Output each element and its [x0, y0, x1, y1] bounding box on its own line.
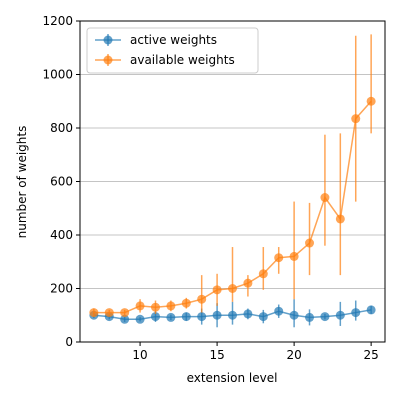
data-point [305, 239, 314, 248]
x-axis-label: extension level [187, 371, 278, 385]
data-point [259, 269, 268, 278]
legend: active weights available weights [87, 28, 258, 73]
data-point [336, 214, 345, 223]
data-point [136, 301, 145, 310]
data-point [367, 97, 376, 106]
y-tick-label: 800 [50, 121, 73, 135]
data-point [182, 312, 191, 321]
data-point [166, 313, 175, 322]
data-point [320, 312, 329, 321]
data-point [351, 308, 360, 317]
data-point [136, 315, 145, 324]
data-point [197, 312, 206, 321]
y-tick-label: 600 [50, 175, 73, 189]
series-layer [89, 34, 375, 327]
y-tick-label: 1000 [42, 68, 73, 82]
x-tick-label: 20 [286, 348, 301, 362]
legend-marker [104, 36, 113, 45]
y-tick-label: 200 [50, 282, 73, 296]
y-tick-label: 400 [50, 228, 73, 242]
data-point [243, 309, 252, 318]
data-point [89, 308, 98, 317]
x-tick-label: 15 [209, 348, 224, 362]
data-point [243, 279, 252, 288]
data-point [213, 285, 222, 294]
data-point [336, 311, 345, 320]
data-point [320, 193, 329, 202]
data-point [213, 311, 222, 320]
y-axis-label: number of weights [15, 126, 29, 239]
data-point [228, 311, 237, 320]
data-point [290, 311, 299, 320]
data-point [228, 284, 237, 293]
data-point [259, 312, 268, 321]
data-point [182, 299, 191, 308]
series-1 [89, 34, 375, 317]
data-point [290, 252, 299, 261]
data-point [274, 307, 283, 316]
data-point [151, 303, 160, 312]
x-tick-label: 10 [132, 348, 147, 362]
x-tick-label: 25 [363, 348, 378, 362]
data-point [367, 305, 376, 314]
data-point [351, 114, 360, 123]
data-point [120, 308, 129, 317]
data-point [197, 295, 206, 304]
data-point [305, 313, 314, 322]
data-point [274, 253, 283, 262]
legend-label-active: active weights [130, 33, 217, 47]
y-tick-label: 0 [65, 335, 73, 349]
y-tick-label: 1200 [42, 14, 73, 28]
data-point [105, 308, 114, 317]
series-0 [89, 299, 375, 327]
legend-label-available: available weights [130, 53, 235, 67]
data-point [166, 301, 175, 310]
legend-marker [104, 56, 113, 65]
